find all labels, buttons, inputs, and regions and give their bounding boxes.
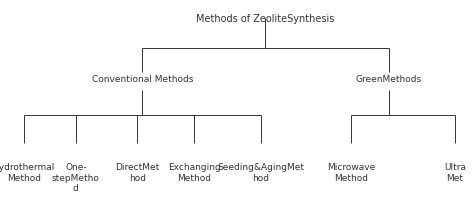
Text: Conventional Methods: Conventional Methods [91,75,193,84]
Text: GreenMethods: GreenMethods [356,75,422,84]
Text: One-
stepMetho
d: One- stepMetho d [52,163,100,193]
Text: Ultra
Met: Ultra Met [444,163,466,182]
Text: Hydrothermal
Method: Hydrothermal Method [0,163,55,182]
Text: Microwave
Method: Microwave Method [327,163,375,182]
Text: Exchanging
Method: Exchanging Method [168,163,221,182]
Text: Methods of ZeoliteSynthesis: Methods of ZeoliteSynthesis [196,14,335,24]
Text: DirectMet
hod: DirectMet hod [115,163,160,182]
Text: Seeding&AgingMet
hod: Seeding&AgingMet hod [217,163,304,182]
